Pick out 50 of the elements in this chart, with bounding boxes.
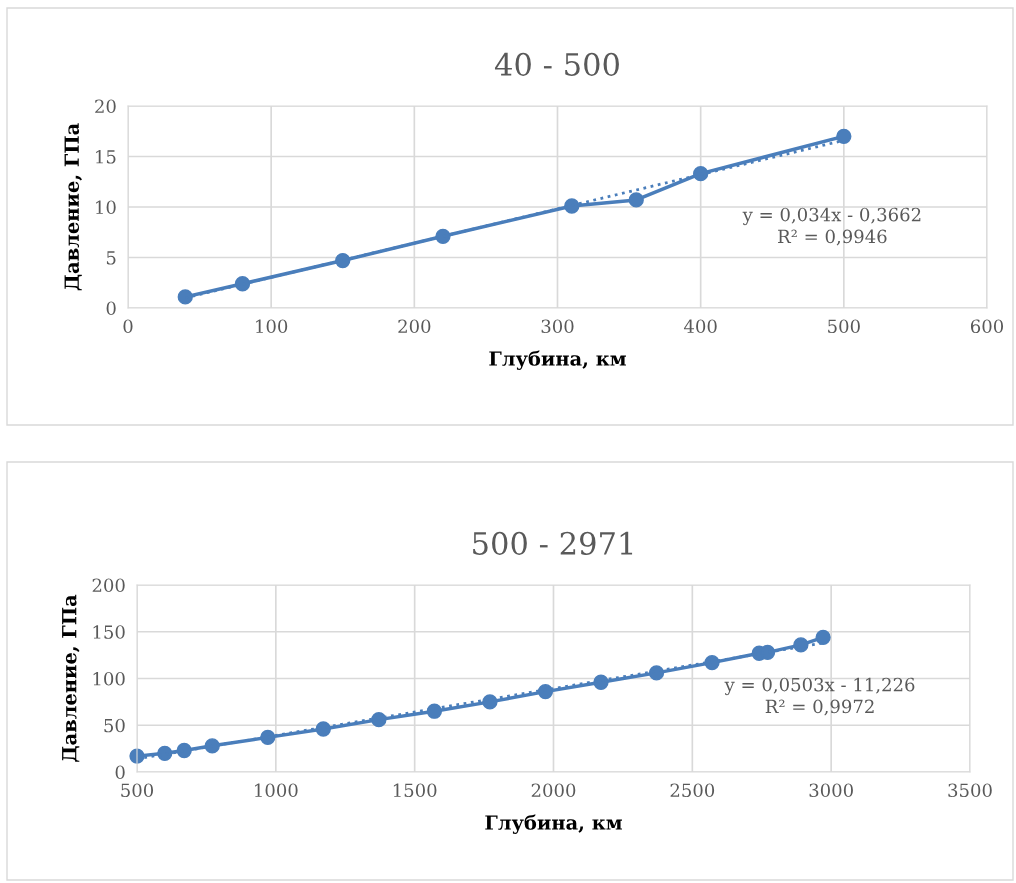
annotation: y = 0,034x - 0,3662 R² = 0,9946 <box>742 207 921 246</box>
x-tick-label: 3000 <box>809 783 853 798</box>
y-tick-label: 5 <box>106 251 116 265</box>
point <box>335 252 351 269</box>
point <box>371 712 387 728</box>
point <box>815 629 831 645</box>
y-tick-label: 0 <box>115 765 125 780</box>
x-tick-label: 2500 <box>670 783 715 798</box>
x-tick-label: 1000 <box>255 783 298 798</box>
point <box>693 166 709 182</box>
point <box>157 745 173 761</box>
y-tick-label: 100 <box>93 671 125 686</box>
point <box>593 674 609 690</box>
x-tick-label: 600 <box>970 319 1004 334</box>
annotation: y = 0,0503x - 11,226 R² = 0,9972 <box>724 677 915 716</box>
point <box>204 738 220 754</box>
x-tick-label: 100 <box>256 319 288 334</box>
point <box>537 683 554 700</box>
point <box>260 729 276 746</box>
point <box>234 276 251 292</box>
x-tick-label: 400 <box>683 319 717 334</box>
point <box>315 721 331 737</box>
x-tick-label: 3500 <box>948 783 992 798</box>
point <box>177 289 193 305</box>
point <box>176 742 192 759</box>
y-tick-label: 0 <box>106 301 116 316</box>
point <box>648 665 665 681</box>
chart-title: 40 - 500 <box>494 52 619 76</box>
y-axis-title: Давление, ГПа <box>64 123 82 291</box>
x-tick-label: 500 <box>828 319 860 334</box>
y-tick-label: 15 <box>96 149 116 164</box>
point <box>564 198 580 214</box>
point <box>426 703 443 719</box>
point <box>793 637 809 653</box>
y-tick-label: 10 <box>96 200 116 215</box>
x-tick-label: 300 <box>541 319 574 334</box>
x-tick-label: 2000 <box>531 783 576 798</box>
x-tick-label: 200 <box>398 319 431 334</box>
y-tick-label: 20 <box>95 99 116 114</box>
x-axis-title: Глубина, км <box>489 350 626 370</box>
x-tick-label: 500 <box>121 783 154 798</box>
y-tick-label: 50 <box>104 718 125 733</box>
point <box>836 128 852 144</box>
y-tick-label: 200 <box>92 578 125 593</box>
y-axis-title: Давление, ГПа <box>62 594 80 762</box>
point <box>628 192 644 208</box>
y-tick-label: 150 <box>93 625 125 639</box>
x-tick-label: 1500 <box>393 783 437 798</box>
chart-title: 500 - 2971 <box>473 531 633 555</box>
x-axis-title: Глубина, км <box>485 814 622 834</box>
